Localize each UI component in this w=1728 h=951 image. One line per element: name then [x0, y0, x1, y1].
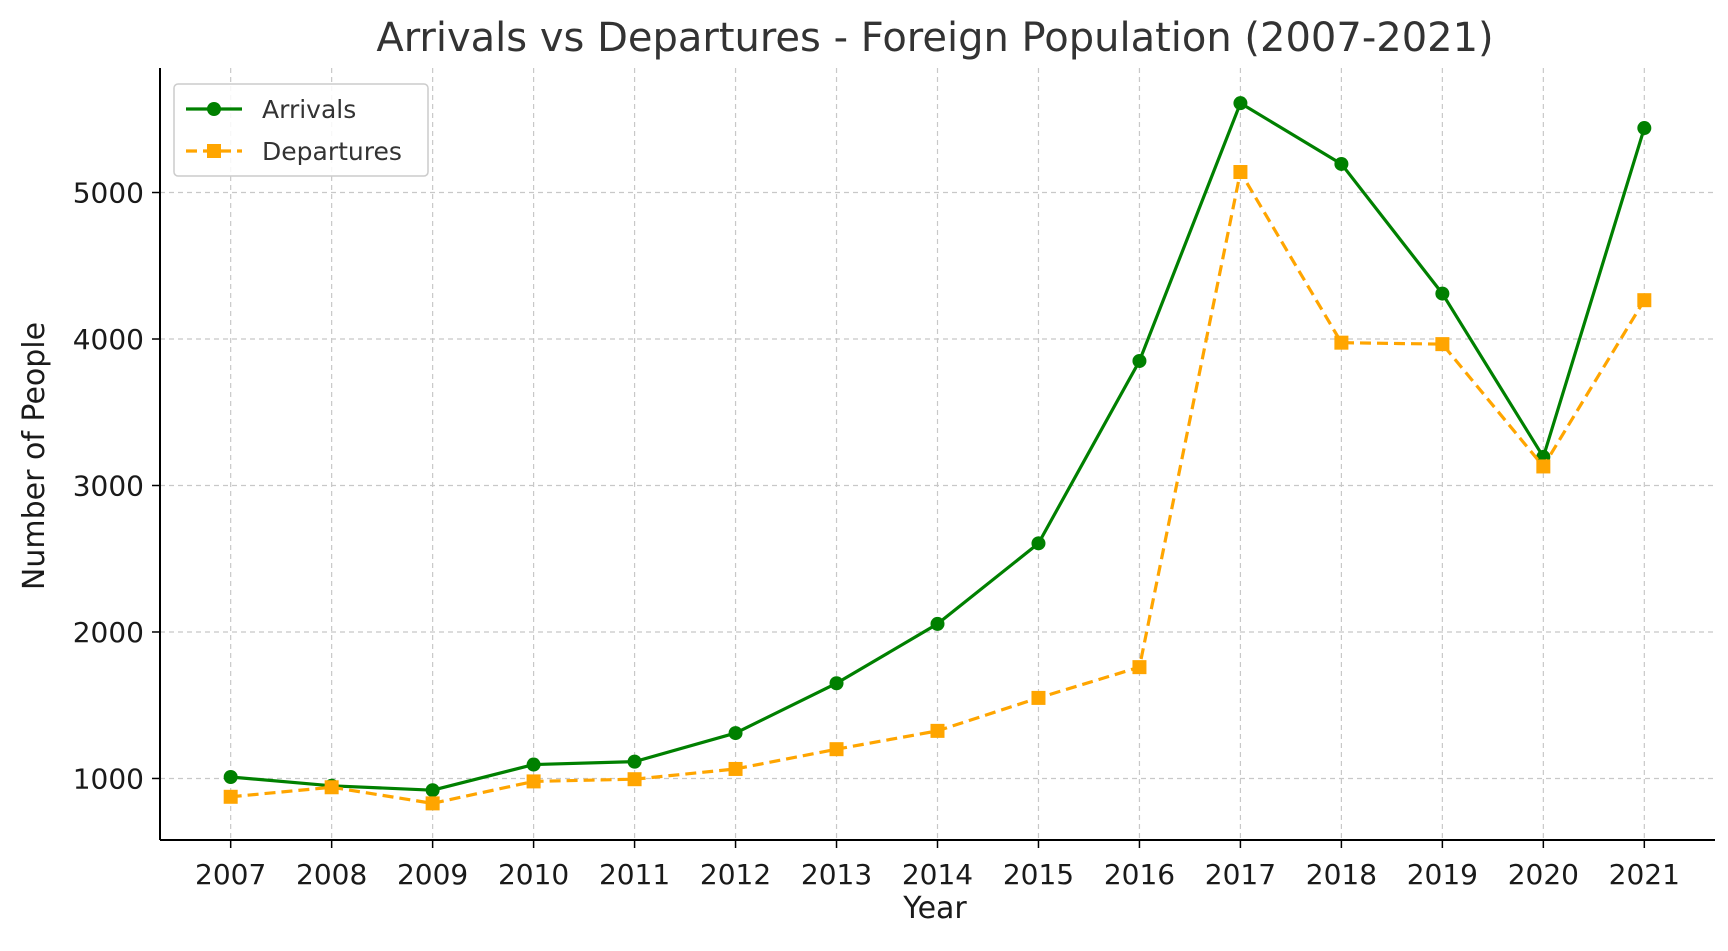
- x-axis-label: Year: [902, 891, 967, 926]
- departures-point: [526, 774, 541, 789]
- x-tick-label: 2015: [1003, 858, 1074, 891]
- arrivals-point: [829, 676, 844, 691]
- departures-series: [223, 165, 1652, 811]
- y-tick-label: 1000: [73, 762, 144, 795]
- arrivals-point: [223, 770, 238, 785]
- x-tick-label: 2012: [700, 858, 771, 891]
- x-tick-label: 2017: [1205, 858, 1276, 891]
- legend-marker-arrivals: [207, 102, 221, 116]
- y-tick-label: 5000: [73, 177, 144, 210]
- departures-point: [1233, 165, 1248, 180]
- arrivals-point: [728, 726, 743, 741]
- departures-point: [1132, 660, 1147, 675]
- x-tick-label: 2008: [296, 858, 367, 891]
- departures-point: [1435, 337, 1450, 352]
- x-tick-label: 2020: [1508, 858, 1579, 891]
- x-tick-label: 2011: [599, 858, 670, 891]
- departures-point: [1637, 293, 1652, 308]
- departures-point: [223, 789, 238, 804]
- legend-label-arrivals: Arrivals: [262, 95, 356, 124]
- departures-point: [930, 723, 945, 738]
- departures-point: [829, 742, 844, 757]
- legend-item-arrivals: Arrivals: [186, 95, 356, 124]
- series-lines: [223, 96, 1652, 811]
- arrivals-point: [425, 783, 440, 798]
- departures-point: [728, 761, 743, 776]
- y-tick-label: 3000: [73, 469, 144, 502]
- grid-lines: [160, 68, 1715, 840]
- x-tick-label: 2014: [902, 858, 973, 891]
- tick-labels: 2007 2008 2009 2010 2011 2012 2013 2014 2015 2016…: [73, 177, 1680, 891]
- arrivals-point: [526, 757, 541, 772]
- legend-item-departures: Departures: [186, 137, 402, 166]
- x-tick-label: 2018: [1306, 858, 1377, 891]
- x-tick-label: 2007: [195, 858, 266, 891]
- departures-point: [324, 780, 339, 795]
- arrivals-point: [1334, 156, 1349, 171]
- y-tick-label: 4000: [73, 323, 144, 356]
- departures-point: [1031, 690, 1046, 705]
- arrivals-point: [1233, 96, 1248, 111]
- legend-marker-departures: [207, 144, 221, 158]
- legend-label-departures: Departures: [262, 137, 402, 166]
- arrivals-point: [1435, 286, 1450, 301]
- x-tick-label: 2016: [1104, 858, 1175, 891]
- x-tick-label: 2021: [1609, 858, 1680, 891]
- arrivals-point: [627, 754, 642, 769]
- legend-box: [173, 83, 429, 177]
- y-tick-label: 2000: [73, 616, 144, 649]
- x-tick-label: 2009: [397, 858, 468, 891]
- x-tick-label: 2019: [1407, 858, 1478, 891]
- y-axis-label: Number of People: [17, 322, 52, 590]
- arrivals-point: [930, 616, 945, 631]
- departures-point: [1334, 335, 1349, 350]
- arrivals-point: [1132, 353, 1147, 368]
- arrivals-point: [1031, 536, 1046, 551]
- x-tick-label: 2013: [801, 858, 872, 891]
- legend: Arrivals Departures: [173, 83, 429, 177]
- arrivals-point: [1637, 121, 1652, 136]
- departures-point: [425, 796, 440, 811]
- departures-point: [1536, 459, 1551, 474]
- departures-point: [627, 772, 642, 787]
- axes: [152, 68, 1715, 848]
- x-tick-label: 2010: [498, 858, 569, 891]
- chart-title: Arrivals vs Departures - Foreign Populat…: [376, 15, 1493, 61]
